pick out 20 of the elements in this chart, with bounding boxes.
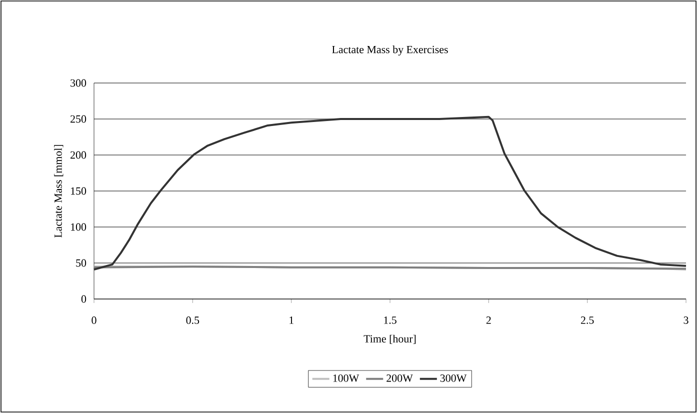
x-tick-label: 2 [486, 316, 491, 324]
y-axis-title: Lactate Mass [mmol] [54, 144, 64, 238]
y-tick-label: 100 [71, 223, 86, 231]
y-tick-label: 50 [76, 259, 86, 267]
y-tick-label: 0 [81, 295, 86, 303]
y-tick-label: 300 [70, 79, 86, 87]
x-tick-label: 0.5 [186, 316, 200, 324]
x-tick-label: 1.5 [384, 316, 396, 324]
legend-label: 100W [333, 374, 360, 382]
x-axis-title: Time [hour] [364, 334, 416, 344]
x-tick-label: 2.5 [580, 316, 594, 324]
chart-title: Lactate Mass by Exercises [332, 46, 448, 56]
legend-label: 200W [386, 374, 413, 382]
x-tick-label: 1 [290, 316, 294, 324]
y-tick-label: 150 [71, 187, 86, 195]
legend-label: 300W [440, 374, 467, 382]
x-tick-label: 0 [92, 316, 96, 324]
y-tick-label: 200 [70, 151, 86, 159]
x-tick-label: 3 [684, 316, 688, 324]
y-tick-label: 250 [70, 115, 86, 123]
